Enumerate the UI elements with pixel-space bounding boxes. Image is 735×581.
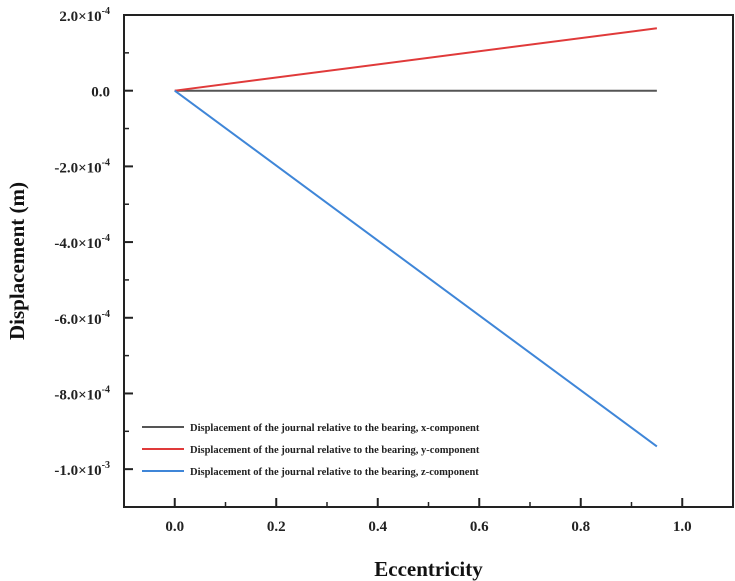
x-tick-label: 0.0 [165,519,184,535]
legend-label-0: Displacement of the journal relative to … [190,423,480,434]
series-line-2 [174,89,658,448]
y-tick-label: -2.0×10-4 [54,157,110,176]
legend-label-2: Displacement of the journal relative to … [190,467,479,478]
y-axis-label: Displacement (m) [5,182,29,340]
y-tick-label: -1.0×10-3 [54,460,110,479]
x-axis-label: Eccentricity [374,557,483,581]
y-tick-label: -6.0×10-4 [54,309,110,328]
y-tick-label: 0.0 [91,85,110,101]
x-tick-label: 0.4 [368,519,387,535]
y-tick-label: 2.0×10-4 [59,6,110,25]
y-tick-label: -8.0×10-4 [54,384,110,403]
x-tick-label: 0.6 [470,519,489,535]
y-tick-label: -4.0×10-4 [54,233,110,252]
series-line-1 [174,27,658,92]
x-tick-label: 0.2 [267,519,286,535]
legend-label-1: Displacement of the journal relative to … [190,445,480,456]
x-tick-label: 0.8 [571,519,590,535]
x-tick-label: 1.0 [673,519,692,535]
